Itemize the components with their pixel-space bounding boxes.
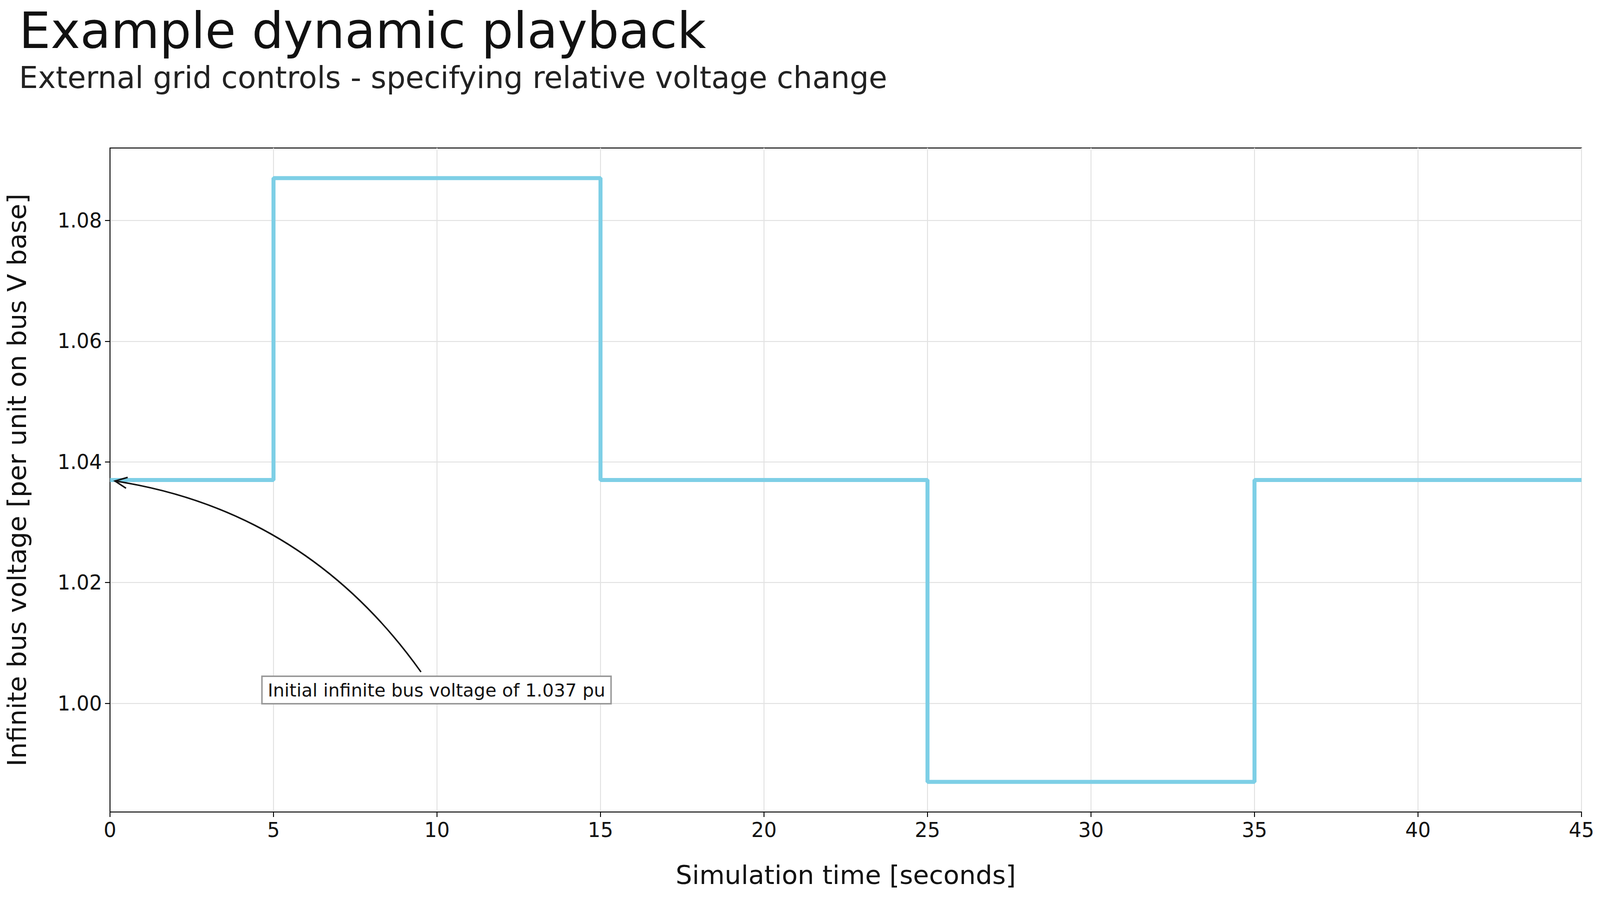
svg-text:25: 25 <box>915 818 941 842</box>
svg-text:Initial infinite bus voltage o: Initial infinite bus voltage of 1.037 pu <box>267 680 605 701</box>
svg-text:20: 20 <box>751 818 777 842</box>
svg-text:40: 40 <box>1405 818 1431 842</box>
svg-text:35: 35 <box>1242 818 1268 842</box>
svg-text:45: 45 <box>1569 818 1595 842</box>
svg-text:15: 15 <box>588 818 614 842</box>
svg-text:Simulation time [seconds]: Simulation time [seconds] <box>675 860 1016 890</box>
svg-text:Example dynamic playback: Example dynamic playback <box>19 1 706 60</box>
svg-text:1.02: 1.02 <box>57 571 102 594</box>
svg-text:1.00: 1.00 <box>57 692 102 715</box>
svg-text:5: 5 <box>267 818 280 842</box>
svg-text:Infinite bus voltage [per unit: Infinite bus voltage [per unit on bus V … <box>2 193 32 766</box>
svg-text:External grid controls - speci: External grid controls - specifying rela… <box>19 60 887 95</box>
svg-text:0: 0 <box>103 818 116 842</box>
svg-text:30: 30 <box>1078 818 1104 842</box>
svg-text:1.04: 1.04 <box>57 450 102 474</box>
svg-text:10: 10 <box>424 818 450 842</box>
svg-text:1.08: 1.08 <box>57 209 102 232</box>
svg-text:1.06: 1.06 <box>57 329 102 353</box>
